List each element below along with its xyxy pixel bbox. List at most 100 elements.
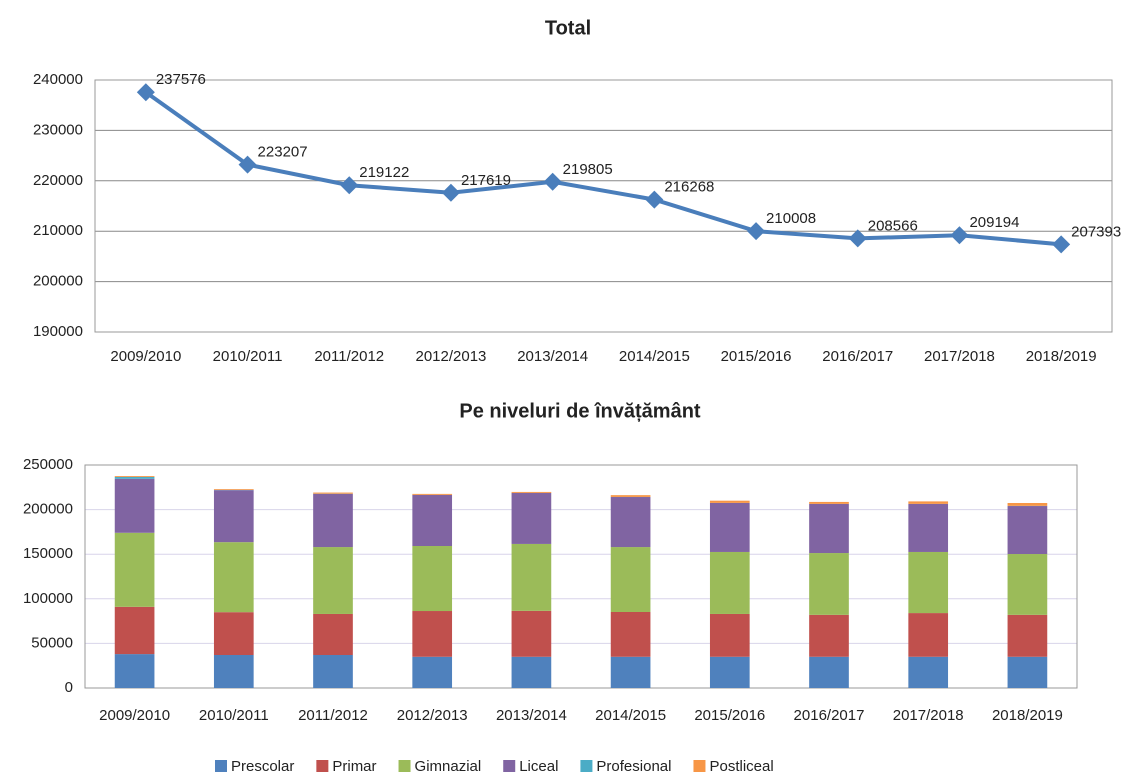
bar-segment	[511, 656, 552, 688]
bar-segment	[511, 491, 552, 493]
bar-segment	[114, 532, 155, 607]
bar-segment	[213, 490, 254, 543]
line	[144, 90, 1062, 247]
marker	[950, 226, 969, 245]
bar-segment	[213, 654, 254, 688]
marker	[543, 172, 562, 191]
x-tick-label: 2013/2014	[517, 348, 588, 365]
y-tick-label: 200000	[23, 501, 73, 518]
bar-segment	[412, 656, 453, 688]
x-tick-label: 2016/2017	[794, 707, 865, 724]
y-tick-label: 230000	[33, 121, 83, 138]
bar-segment	[1007, 656, 1048, 688]
bar-segment	[610, 495, 651, 497]
x-tick-label: 2012/2013	[415, 348, 486, 365]
x-tick-label: 2014/2015	[619, 348, 690, 365]
marker	[848, 229, 867, 248]
bar-segment	[610, 656, 651, 688]
y-tick-label: 250000	[23, 456, 73, 473]
data-label: 219122	[359, 164, 409, 181]
x-tick-label: 2018/2019	[992, 707, 1063, 724]
legend-label: Profesional	[596, 758, 671, 774]
legend-swatch	[580, 760, 593, 772]
legend-label: Postliceal	[709, 758, 773, 774]
bar-segment	[412, 494, 453, 546]
bar-segment	[709, 656, 750, 688]
bar-segment	[908, 501, 949, 504]
legend-swatch	[693, 760, 706, 772]
marker	[1052, 235, 1071, 254]
data-label: 216268	[664, 179, 714, 196]
bar-segment	[511, 610, 552, 657]
y-tick-label: 150000	[23, 545, 73, 562]
x-tick-label: 2017/2018	[893, 707, 964, 724]
bar-segment	[908, 551, 949, 614]
bar-segment	[610, 547, 651, 613]
data-label: 223207	[258, 144, 308, 161]
bar-segment	[313, 492, 353, 494]
bar-segment	[809, 656, 849, 688]
chart-title: Pe niveluri de învățământ	[459, 400, 701, 422]
legend-label: Gimnazial	[415, 758, 482, 774]
plot-frame	[94, 79, 1113, 333]
bar-segment	[213, 489, 254, 490]
data-label: 208566	[868, 217, 918, 234]
bar-segment	[1007, 554, 1048, 615]
data-label: 217619	[461, 172, 511, 189]
x-tick-label: 2010/2011	[199, 707, 269, 724]
bar-segment	[511, 493, 552, 544]
data-label: 209194	[969, 214, 1019, 231]
bar-segment	[908, 613, 949, 657]
legend-swatch	[398, 760, 411, 772]
y-tick-label: 240000	[33, 71, 83, 88]
bar-segment	[114, 654, 155, 688]
x-tick-label: 2013/2014	[496, 707, 567, 724]
data-label: 207393	[1071, 223, 1121, 240]
bar-segment	[1007, 614, 1048, 657]
marker	[136, 83, 155, 102]
x-tick-label: 2015/2016	[721, 348, 792, 365]
bar-segment	[313, 613, 353, 655]
bar-segment	[412, 493, 453, 495]
data-label: 237576	[156, 71, 206, 88]
bar-segment	[908, 656, 949, 688]
y-tick-label: 220000	[33, 172, 83, 189]
bar-segment	[213, 542, 254, 613]
marker	[645, 190, 664, 209]
bar-segment	[709, 500, 750, 503]
x-tick-label: 2009/2010	[110, 348, 181, 365]
bar-segment	[709, 613, 750, 657]
y-tick-label: 0	[65, 679, 73, 696]
y-tick-label: 190000	[33, 323, 83, 340]
y-tick-label: 210000	[33, 222, 83, 239]
bar-segment	[114, 476, 155, 479]
y-tick-label: 200000	[33, 273, 83, 290]
x-tick-label: 2012/2013	[397, 707, 468, 724]
bar-segment	[511, 543, 552, 611]
legend-label: Liceal	[519, 758, 558, 774]
bar-segment	[709, 551, 750, 614]
bar-segment	[313, 493, 353, 548]
marker	[747, 222, 766, 241]
bar-segment	[114, 606, 155, 655]
legend-swatch	[215, 760, 227, 772]
legend-label: Primar	[332, 758, 376, 774]
bar-segment	[1007, 506, 1048, 555]
y-tick-label: 50000	[31, 634, 73, 651]
bar-segment	[610, 497, 651, 548]
legend-swatch	[503, 760, 516, 772]
bar-segment	[908, 503, 949, 552]
bar-segment	[809, 553, 849, 615]
chart-title: Total	[545, 17, 591, 39]
marker	[441, 183, 460, 202]
bar-segment	[412, 545, 453, 612]
x-tick-label: 2009/2010	[99, 707, 170, 724]
bar-segment	[213, 612, 254, 655]
bar-segment	[114, 476, 155, 477]
marker	[238, 155, 257, 174]
bar-segment	[313, 547, 353, 614]
bar-segment	[809, 501, 849, 504]
bar-segment	[809, 614, 849, 657]
x-tick-label: 2011/2012	[314, 348, 384, 365]
